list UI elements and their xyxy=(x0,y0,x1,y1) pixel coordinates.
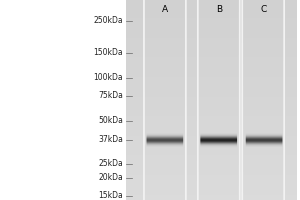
Text: B: B xyxy=(216,5,222,14)
Text: 50kDa: 50kDa xyxy=(98,116,123,125)
Text: 37kDa: 37kDa xyxy=(98,135,123,144)
Text: 100kDa: 100kDa xyxy=(93,73,123,82)
Text: C: C xyxy=(261,5,267,14)
Text: 75kDa: 75kDa xyxy=(98,91,123,100)
Text: 150kDa: 150kDa xyxy=(93,48,123,57)
Text: 15kDa: 15kDa xyxy=(98,191,123,200)
Text: 25kDa: 25kDa xyxy=(98,159,123,168)
Text: 20kDa: 20kDa xyxy=(98,173,123,182)
Text: A: A xyxy=(162,5,168,14)
Text: 250kDa: 250kDa xyxy=(93,16,123,25)
